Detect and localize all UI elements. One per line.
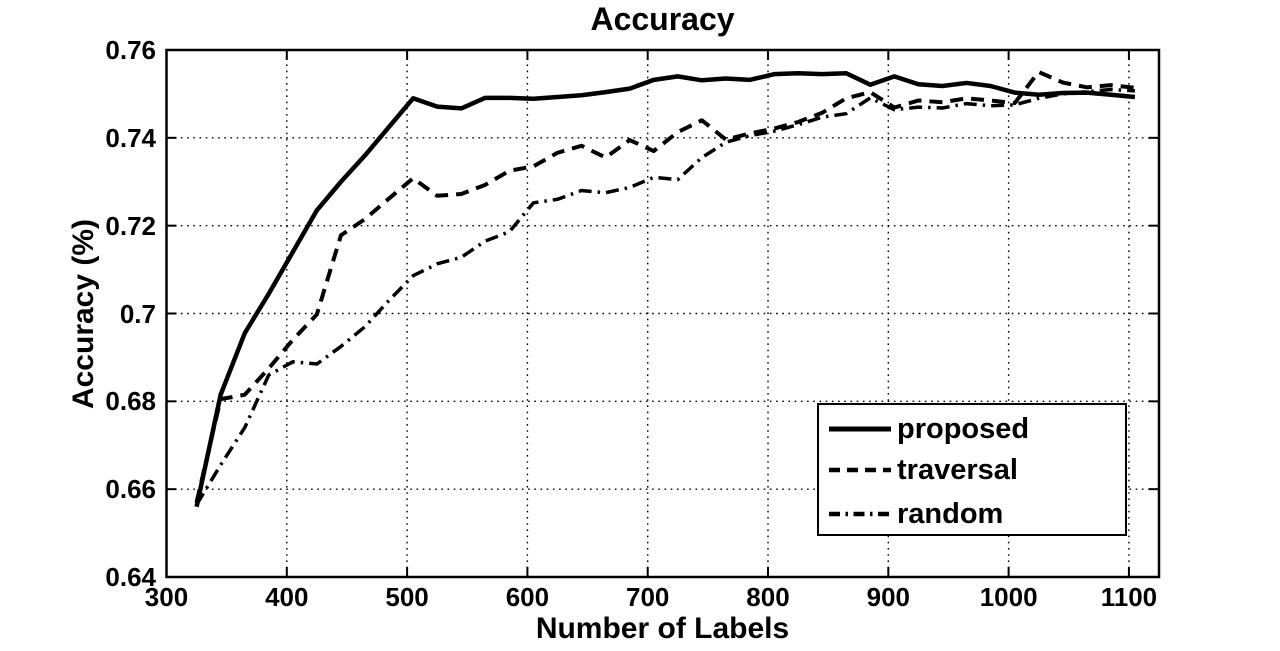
x-tick-label: 600: [505, 582, 550, 612]
x-tick-label: 300: [144, 582, 189, 612]
chart-title: Accuracy: [590, 1, 735, 37]
x-axis-label: Number of Labels: [535, 612, 790, 645]
x-tick-label: 1100: [1100, 582, 1158, 612]
y-tick-label: 0.64: [105, 562, 156, 592]
y-tick-label: 0.7: [119, 298, 156, 329]
series-random-line: [195, 87, 1136, 506]
series-proposed-line: [194, 71, 1136, 508]
x-tick-label: 400: [265, 582, 309, 612]
x-tick-label: 700: [626, 582, 670, 612]
legend-label-proposed: proposed: [897, 412, 1030, 445]
y-tick-label: 0.74: [105, 122, 156, 153]
x-tick-label: 500: [385, 582, 429, 612]
legend-item-random: random: [819, 495, 1003, 533]
legend-label-traversal: traversal: [897, 453, 1018, 486]
series-traversal-line: [194, 69, 1136, 503]
legend-label-random: random: [897, 497, 1004, 530]
legend-line-random-icon: [829, 511, 891, 517]
y-tick-label: 0.76: [105, 35, 156, 65]
legend-item-traversal: traversal: [819, 451, 1018, 489]
legend-item-proposed: proposed: [819, 410, 1029, 448]
x-tick-label: 1000: [979, 582, 1038, 612]
legend: proposed traversal random: [817, 403, 1127, 536]
legend-line-traversal-icon: [829, 467, 891, 473]
y-tick-label: 0.68: [105, 386, 156, 417]
x-tick-label: 800: [746, 582, 790, 612]
legend-line-proposed-icon: [829, 426, 891, 432]
x-tick-label: 900: [866, 582, 910, 612]
y-tick-label: 0.66: [105, 474, 156, 505]
y-tick-label: 0.72: [105, 210, 156, 241]
